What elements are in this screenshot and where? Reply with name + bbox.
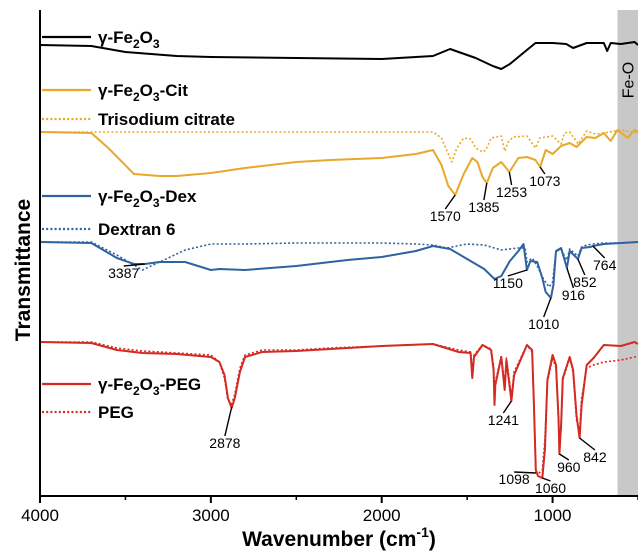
peak-label-2878: 2878 bbox=[209, 435, 240, 451]
peak-label-1073: 1073 bbox=[529, 173, 560, 189]
peak-label-1385: 1385 bbox=[468, 199, 499, 215]
annotation-leader bbox=[502, 400, 512, 414]
series-line-dex bbox=[39, 241, 638, 299]
annotation-leader bbox=[592, 245, 606, 259]
series-layer bbox=[39, 41, 638, 479]
peak-label-3387: 3387 bbox=[108, 265, 139, 281]
peak-label-1098: 1098 bbox=[499, 471, 530, 487]
x-tick-label: 2000 bbox=[363, 506, 401, 525]
peak-label-1060: 1060 bbox=[535, 480, 566, 496]
peak-label-960: 960 bbox=[557, 459, 581, 475]
peak-label-1570: 1570 bbox=[430, 208, 461, 224]
legend-label-d6: Dextran 6 bbox=[98, 220, 175, 239]
x-tick-label: 3000 bbox=[192, 506, 230, 525]
annotation-leader bbox=[514, 471, 536, 474]
peak-label-916: 916 bbox=[562, 287, 586, 303]
y-axis-title: Transmittance bbox=[12, 199, 35, 341]
annotation-leader bbox=[507, 269, 528, 277]
x-tick-label: 1000 bbox=[534, 506, 572, 525]
annotation-leader bbox=[539, 166, 546, 175]
annotation-leader bbox=[123, 263, 145, 267]
peak-label-1241: 1241 bbox=[488, 412, 519, 428]
peak-label-1253: 1253 bbox=[496, 184, 527, 200]
annotation-leader bbox=[579, 437, 596, 451]
legend: γ-Fe2O3 γ-Fe2O3-Cit Trisodium citrate γ-Fe2… bbox=[42, 28, 235, 422]
legend-label-tsc: Trisodium citrate bbox=[98, 110, 235, 129]
annotation-leader bbox=[444, 194, 456, 210]
fe-o-band-label: Fe-O bbox=[621, 62, 638, 98]
peak-label-852: 852 bbox=[573, 274, 597, 290]
annotation-leader bbox=[508, 171, 513, 186]
legend-label-peg: γ-Fe2O3-PEG bbox=[98, 375, 201, 398]
axes: 4000 3000 2000 1000 bbox=[21, 10, 638, 525]
series-line-tsc bbox=[40, 129, 638, 163]
x-axis-title: Wavenumber (cm-1) bbox=[242, 524, 436, 551]
legend-label-dex: γ-Fe2O3-Dex bbox=[98, 187, 197, 210]
legend-label-fe2o3: γ-Fe2O3 bbox=[98, 28, 160, 51]
peak-label-842: 842 bbox=[583, 449, 607, 465]
legend-label-pegr: PEG bbox=[98, 403, 134, 422]
peak-label-1010: 1010 bbox=[528, 316, 559, 332]
annotation-leader bbox=[566, 267, 575, 289]
peak-label-764: 764 bbox=[593, 257, 617, 273]
peak-label-1150: 1150 bbox=[493, 275, 523, 291]
annotation-leader bbox=[542, 477, 551, 482]
annotation-leader bbox=[224, 406, 233, 437]
annotation-leader bbox=[559, 453, 570, 461]
annotation-leader bbox=[483, 182, 488, 201]
annotation-leader bbox=[543, 297, 552, 318]
series-line-fe2o3 bbox=[39, 41, 638, 70]
series-line-cit bbox=[39, 129, 638, 196]
x-tick-label: 4000 bbox=[21, 506, 59, 525]
annotation-leader bbox=[577, 258, 586, 276]
legend-label-cit: γ-Fe2O3-Cit bbox=[98, 81, 188, 104]
